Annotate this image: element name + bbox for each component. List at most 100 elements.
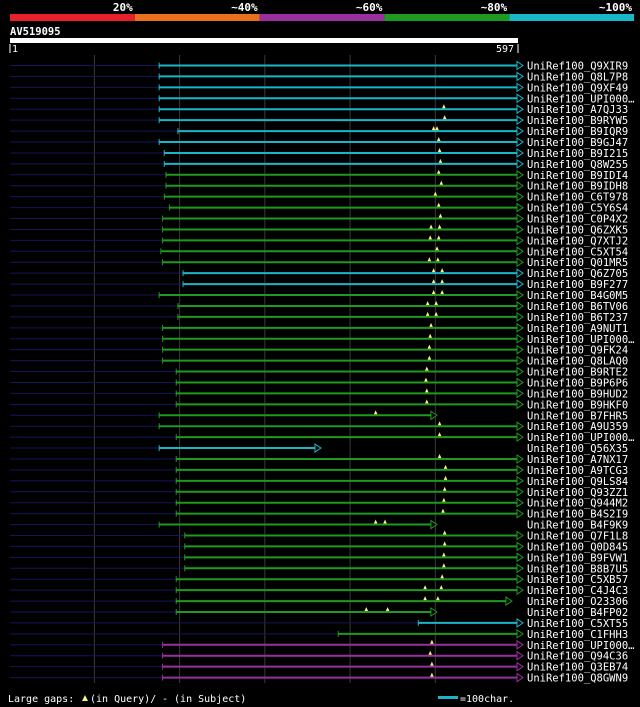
- hit-label[interactable]: UniRef100_UPI000…: [527, 432, 634, 444]
- hit-row[interactable]: UniRef100_Q9LS84: [10, 475, 628, 488]
- hit-row[interactable]: UniRef100_B6TV06: [10, 300, 628, 313]
- hit-label[interactable]: UniRef100_A7QJ33: [527, 104, 628, 116]
- query-id[interactable]: AV519095: [10, 26, 61, 38]
- hit-row[interactable]: UniRef100_Q01MR5: [10, 257, 628, 269]
- hit-row[interactable]: UniRef100_B9FVW1: [10, 552, 628, 564]
- hit-row[interactable]: UniRef100_B9HKF0: [10, 399, 628, 411]
- hit-label[interactable]: UniRef100_B9IDH8: [527, 181, 628, 193]
- hit-label[interactable]: UniRef100_Q56X35: [527, 443, 628, 455]
- hit-label[interactable]: UniRef100_B9IQR9: [527, 126, 628, 138]
- hit-row[interactable]: UniRef100_C5XT54: [10, 246, 628, 258]
- hit-label[interactable]: UniRef100_Q6ZXK5: [527, 224, 628, 236]
- hit-row[interactable]: UniRef100_A7QJ33: [10, 104, 628, 116]
- hit-label[interactable]: UniRef100_Q9XF49: [527, 82, 628, 94]
- hit-row[interactable]: UniRef100_A9NUT1: [10, 322, 628, 335]
- hit-row[interactable]: UniRef100_Q7F1L8: [10, 530, 628, 542]
- hit-label[interactable]: UniRef100_Q7F1L8: [527, 530, 628, 542]
- hit-label[interactable]: UniRef100_Q9LS84: [527, 476, 628, 488]
- hit-row[interactable]: UniRef100_B9P6P6: [10, 377, 628, 389]
- hit-label[interactable]: UniRef100_C6T978: [527, 192, 628, 204]
- hit-row[interactable]: UniRef100_B9F277: [10, 279, 628, 291]
- hit-row[interactable]: UniRef100_A9TCG3: [10, 464, 628, 477]
- hit-label[interactable]: UniRef100_C5XB57: [527, 574, 628, 586]
- hit-row[interactable]: UniRef100_Q944M2: [10, 497, 628, 510]
- hit-row[interactable]: UniRef100_C1FHH3: [10, 629, 628, 641]
- hit-label[interactable]: UniRef100_UPI000…: [527, 93, 634, 105]
- hit-row[interactable]: UniRef100_UPI000…: [10, 333, 634, 346]
- hit-label[interactable]: UniRef100_B4S2I9: [527, 509, 628, 521]
- hit-label[interactable]: UniRef100_B9FVW1: [527, 552, 628, 564]
- hit-row[interactable]: UniRef100_Q3EB74: [10, 661, 628, 674]
- hit-label[interactable]: UniRef100_B9GJ47: [527, 137, 628, 149]
- hit-row[interactable]: UniRef100_A7NX17: [10, 453, 628, 466]
- hit-label[interactable]: UniRef100_B7FHR5: [527, 410, 628, 422]
- hit-row[interactable]: UniRef100_Q94C36: [10, 650, 628, 663]
- hit-row[interactable]: UniRef100_UPI000…: [10, 639, 634, 652]
- hit-label[interactable]: UniRef100_B9HKF0: [527, 399, 628, 411]
- hit-row[interactable]: UniRef100_Q56X35: [10, 443, 628, 455]
- hit-label[interactable]: UniRef100_C4J4C3: [527, 585, 628, 597]
- hit-label[interactable]: UniRef100_UPI000…: [527, 640, 634, 652]
- hit-row[interactable]: UniRef100_C4J4C3: [10, 585, 628, 597]
- hit-row[interactable]: UniRef100_B9IDI4: [10, 169, 628, 182]
- hit-label[interactable]: UniRef100_Q93ZZ1: [527, 487, 628, 499]
- hit-row[interactable]: UniRef100_Q9XF49: [10, 82, 628, 94]
- hit-label[interactable]: UniRef100_Q6Z705: [527, 268, 628, 280]
- hit-label[interactable]: UniRef100_B9I215: [527, 148, 628, 160]
- hit-row[interactable]: UniRef100_B9GJ47: [10, 137, 628, 149]
- hit-row[interactable]: UniRef100_Q9XIR9: [10, 61, 628, 73]
- hit-row[interactable]: UniRef100_Q93ZZ1: [10, 486, 628, 499]
- hit-row[interactable]: UniRef100_Q8LAQ0: [10, 355, 628, 368]
- hit-row[interactable]: UniRef100_A9U359: [10, 421, 628, 433]
- hit-row[interactable]: UniRef100_B6T237: [10, 311, 628, 324]
- hit-row[interactable]: UniRef100_B4G0M5: [10, 290, 628, 302]
- hit-label[interactable]: UniRef100_Q8LAQ0: [527, 356, 628, 368]
- hit-label[interactable]: UniRef100_Q8GWN9: [527, 673, 628, 685]
- hit-label[interactable]: UniRef100_Q01MR5: [527, 257, 628, 269]
- hit-label[interactable]: UniRef100_A9TCG3: [527, 465, 628, 477]
- hit-label[interactable]: UniRef100_B6TV06: [527, 301, 628, 313]
- hit-label[interactable]: UniRef100_B9IDI4: [527, 170, 628, 182]
- hit-row[interactable]: UniRef100_C5XB57: [10, 574, 628, 586]
- hit-label[interactable]: UniRef100_UPI000…: [527, 334, 634, 346]
- hit-label[interactable]: UniRef100_A9U359: [527, 421, 628, 433]
- hit-row[interactable]: UniRef100_Q7XTJ2: [10, 235, 628, 247]
- hit-label[interactable]: UniRef100_O23306: [527, 596, 628, 608]
- hit-row[interactable]: UniRef100_B9HUD2: [10, 388, 628, 400]
- hit-label[interactable]: UniRef100_Q9FK24: [527, 345, 628, 357]
- hit-label[interactable]: UniRef100_Q944M2: [527, 498, 628, 510]
- hit-row[interactable]: UniRef100_Q8L7P8: [10, 71, 628, 83]
- hit-label[interactable]: UniRef100_B6T237: [527, 312, 628, 324]
- hit-row[interactable]: UniRef100_Q8GWN9: [10, 672, 628, 685]
- hit-row[interactable]: UniRef100_B9I215: [10, 147, 628, 160]
- query-bar[interactable]: [10, 38, 518, 43]
- hit-row[interactable]: UniRef100_Q6ZXK5: [10, 224, 628, 236]
- hit-label[interactable]: UniRef100_C5XT54: [527, 246, 628, 258]
- hit-label[interactable]: UniRef100_Q3EB74: [527, 662, 628, 674]
- hit-row[interactable]: UniRef100_Q0D845: [10, 541, 628, 553]
- hit-label[interactable]: UniRef100_C0P4X2: [527, 214, 628, 226]
- hit-label[interactable]: UniRef100_Q8L7P8: [527, 71, 628, 83]
- hit-row[interactable]: UniRef100_UPI000…: [10, 93, 634, 105]
- hit-label[interactable]: UniRef100_A9NUT1: [527, 323, 628, 335]
- hit-row[interactable]: UniRef100_B4F9K9: [10, 519, 628, 532]
- hit-label[interactable]: UniRef100_Q7XTJ2: [527, 235, 628, 247]
- hit-row[interactable]: UniRef100_C6T978: [10, 191, 628, 204]
- hit-label[interactable]: UniRef100_C1FHH3: [527, 629, 628, 641]
- hit-label[interactable]: UniRef100_Q94C36: [527, 651, 628, 663]
- hit-row[interactable]: UniRef100_B7FHR5: [10, 410, 628, 422]
- hit-label[interactable]: UniRef100_A7NX17: [527, 454, 628, 466]
- hit-row[interactable]: UniRef100_B9RYW5: [10, 115, 628, 127]
- hit-row[interactable]: UniRef100_Q9FK24: [10, 344, 628, 357]
- hit-row[interactable]: UniRef100_Q6Z705: [10, 268, 628, 280]
- hit-label[interactable]: UniRef100_B9RYW5: [527, 115, 628, 127]
- hit-row[interactable]: UniRef100_B9IDH8: [10, 180, 628, 193]
- hit-label[interactable]: UniRef100_B8B7U5: [527, 563, 628, 575]
- hit-row[interactable]: UniRef100_B4FP02: [10, 607, 628, 619]
- hit-row[interactable]: UniRef100_C0P4X2: [10, 213, 628, 226]
- hit-label[interactable]: UniRef100_C5XT55: [527, 618, 628, 630]
- hit-label[interactable]: UniRef100_Q0D845: [527, 541, 628, 553]
- hit-row[interactable]: UniRef100_B9RTE2: [10, 366, 628, 379]
- hit-label[interactable]: UniRef100_Q9XIR9: [527, 61, 628, 73]
- hit-row[interactable]: UniRef100_C5Y6S4: [10, 202, 628, 215]
